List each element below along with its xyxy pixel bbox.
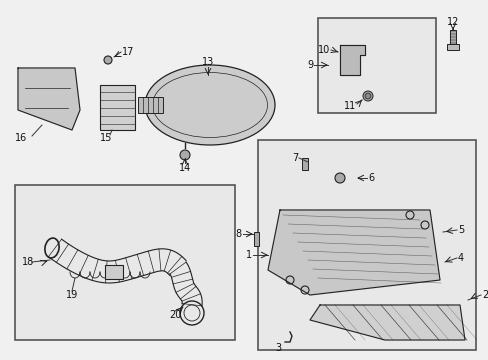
Text: 20: 20 <box>168 310 181 320</box>
Text: 14: 14 <box>179 163 191 173</box>
Text: 4: 4 <box>457 253 463 263</box>
Bar <box>138 97 163 113</box>
Polygon shape <box>339 45 364 75</box>
Text: 3: 3 <box>274 343 281 353</box>
Circle shape <box>364 93 370 99</box>
Text: 6: 6 <box>367 173 373 183</box>
Text: 15: 15 <box>100 133 112 143</box>
Circle shape <box>104 56 112 64</box>
Bar <box>253 232 259 246</box>
Bar <box>15 185 235 340</box>
Text: 10: 10 <box>317 45 329 55</box>
Polygon shape <box>267 210 439 295</box>
Text: 8: 8 <box>235 229 242 239</box>
Bar <box>105 265 123 279</box>
Bar <box>100 85 135 130</box>
Bar <box>446 44 458 50</box>
Circle shape <box>180 150 190 160</box>
Text: 9: 9 <box>306 60 312 70</box>
Bar <box>449 30 455 46</box>
Bar <box>317 18 435 113</box>
Text: 18: 18 <box>22 257 34 267</box>
Text: 12: 12 <box>446 17 458 27</box>
Circle shape <box>362 91 372 101</box>
Polygon shape <box>309 305 464 340</box>
Text: 11: 11 <box>343 101 355 111</box>
Bar <box>302 158 307 170</box>
Text: 17: 17 <box>122 47 134 57</box>
Ellipse shape <box>145 65 274 145</box>
Circle shape <box>334 173 345 183</box>
Text: 19: 19 <box>66 290 78 300</box>
Text: 13: 13 <box>202 57 214 67</box>
Text: 7: 7 <box>291 153 297 163</box>
Text: 5: 5 <box>457 225 463 235</box>
Polygon shape <box>18 68 80 130</box>
Text: 1: 1 <box>245 250 251 260</box>
Text: 2: 2 <box>481 290 487 300</box>
Bar <box>258 140 475 350</box>
Text: 16: 16 <box>15 133 27 143</box>
